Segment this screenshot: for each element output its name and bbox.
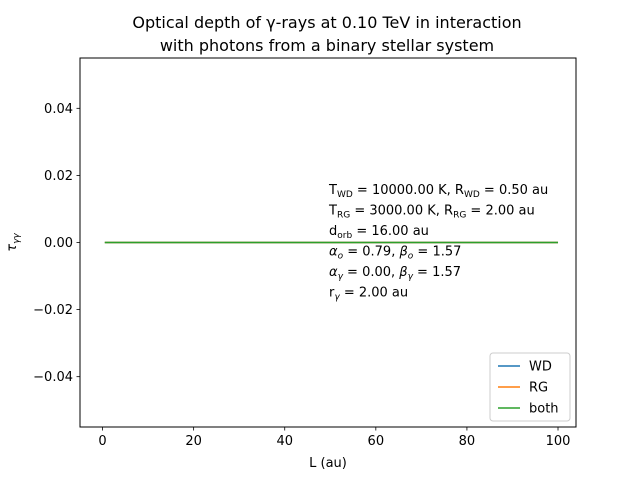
x-tick-label: 60: [368, 434, 385, 449]
legend-label-rg: RG: [529, 381, 548, 396]
legend-label-wd: WD: [529, 360, 552, 375]
title-line-2: with photons from a binary stellar syste…: [160, 36, 494, 55]
legend-box: [489, 352, 571, 422]
parameter-annotation: TWD = 10000.00 K, RWD = 0.50 au TRG = 300…: [328, 183, 548, 303]
annotation-line: αγ = 0.00, βγ = 1.57: [329, 265, 461, 282]
x-tick-label: 0: [98, 434, 106, 449]
plot-frame: [79, 57, 577, 428]
x-tick-label: 80: [459, 434, 476, 449]
y-tick-label: 0.00: [44, 236, 73, 251]
annotation-line: dorb = 16.00 au: [329, 224, 429, 241]
y-tick-label: 0.04: [44, 102, 73, 117]
annotation-line: rγ = 2.00 au: [329, 286, 408, 303]
annotation-line: TWD = 10000.00 K, RWD = 0.50 au: [328, 183, 548, 200]
legend-label-both: both: [529, 402, 559, 417]
x-axis-label: L (au): [309, 456, 347, 471]
y-tick-label: −0.04: [33, 370, 73, 385]
annotation-line: TRG = 3000.00 K, RRG = 2.00 au: [328, 204, 535, 221]
title-line-1: Optical depth of γ-rays at 0.10 TeV in i…: [132, 13, 521, 32]
y-tick-label: 0.02: [44, 169, 73, 184]
x-tick-label: 100: [546, 434, 571, 449]
legend: WD RG both: [489, 352, 571, 422]
x-tick-label: 40: [276, 434, 293, 449]
annotation-line: αo = 0.79, βo = 1.57: [329, 245, 461, 262]
chart-title: Optical depth of γ-rays at 0.10 TeV in i…: [132, 13, 521, 55]
y-axis-label: τγγ: [5, 233, 22, 252]
y-tick-label: −0.02: [33, 303, 73, 318]
x-tick-label: 20: [185, 434, 202, 449]
axis-ticks: 0 20 40 60 80 100 −0.04 −0.02 0.00 0.02 0.04: [33, 102, 570, 449]
